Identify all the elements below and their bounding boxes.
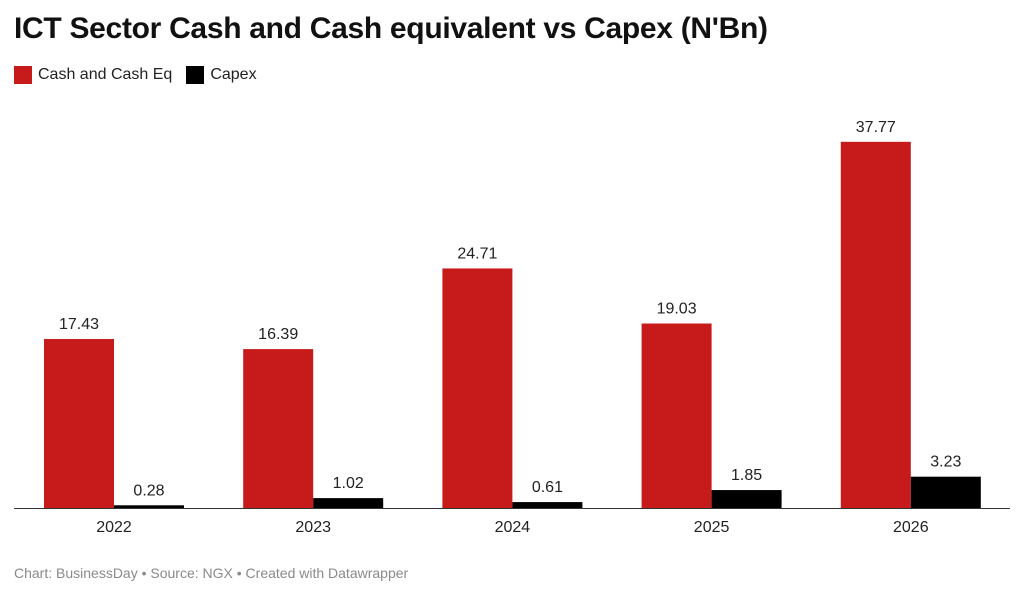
data-label-capex-2023: 1.02 — [333, 475, 364, 492]
bar-capex-2026 — [910, 476, 981, 508]
x-tick-label-2025: 2025 — [694, 519, 730, 536]
legend-label-cash: Cash and Cash Eq — [38, 66, 173, 83]
data-label-cash-2026: 37.77 — [856, 119, 896, 136]
x-tick-label-2024: 2024 — [495, 519, 531, 536]
legend-item-capex: Capex — [186, 66, 257, 84]
chart-title: ICT Sector Cash and Cash equivalent vs C… — [14, 12, 768, 45]
data-label-capex-2026: 3.23 — [930, 454, 961, 471]
bar-cash-2024 — [442, 268, 513, 508]
data-label-cash-2025: 19.03 — [657, 301, 697, 318]
legend-swatch-capex — [186, 66, 205, 84]
data-label-capex-2024: 0.61 — [532, 479, 563, 496]
legend-swatch-cash — [14, 66, 32, 84]
data-label-capex-2025: 1.85 — [731, 467, 762, 484]
x-tick-label-2023: 2023 — [295, 519, 331, 536]
x-tick-label-2022: 2022 — [96, 519, 132, 536]
bar-capex-2024 — [512, 502, 583, 508]
bar-capex-2023 — [313, 498, 384, 508]
x-tick-label-2026: 2026 — [893, 519, 929, 536]
chart-legend: Cash and Cash Eq Capex — [14, 66, 257, 84]
legend-label-capex: Capex — [210, 66, 257, 83]
bar-cash-2025 — [641, 323, 712, 508]
bar-capex-2025 — [711, 490, 782, 508]
chart-footer: Chart: BusinessDay • Source: NGX • Creat… — [14, 565, 409, 581]
data-label-cash-2023: 16.39 — [258, 326, 298, 343]
bar-cash-2023 — [243, 349, 314, 508]
bar-cash-2026 — [840, 141, 911, 508]
bar-cash-2022 — [44, 339, 114, 508]
legend-item-cash: Cash and Cash Eq — [14, 66, 172, 84]
data-label-capex-2022: 0.28 — [133, 482, 164, 499]
data-label-cash-2022: 17.43 — [59, 316, 99, 333]
data-label-cash-2024: 24.71 — [457, 245, 497, 262]
bar-capex-2022 — [114, 505, 184, 508]
